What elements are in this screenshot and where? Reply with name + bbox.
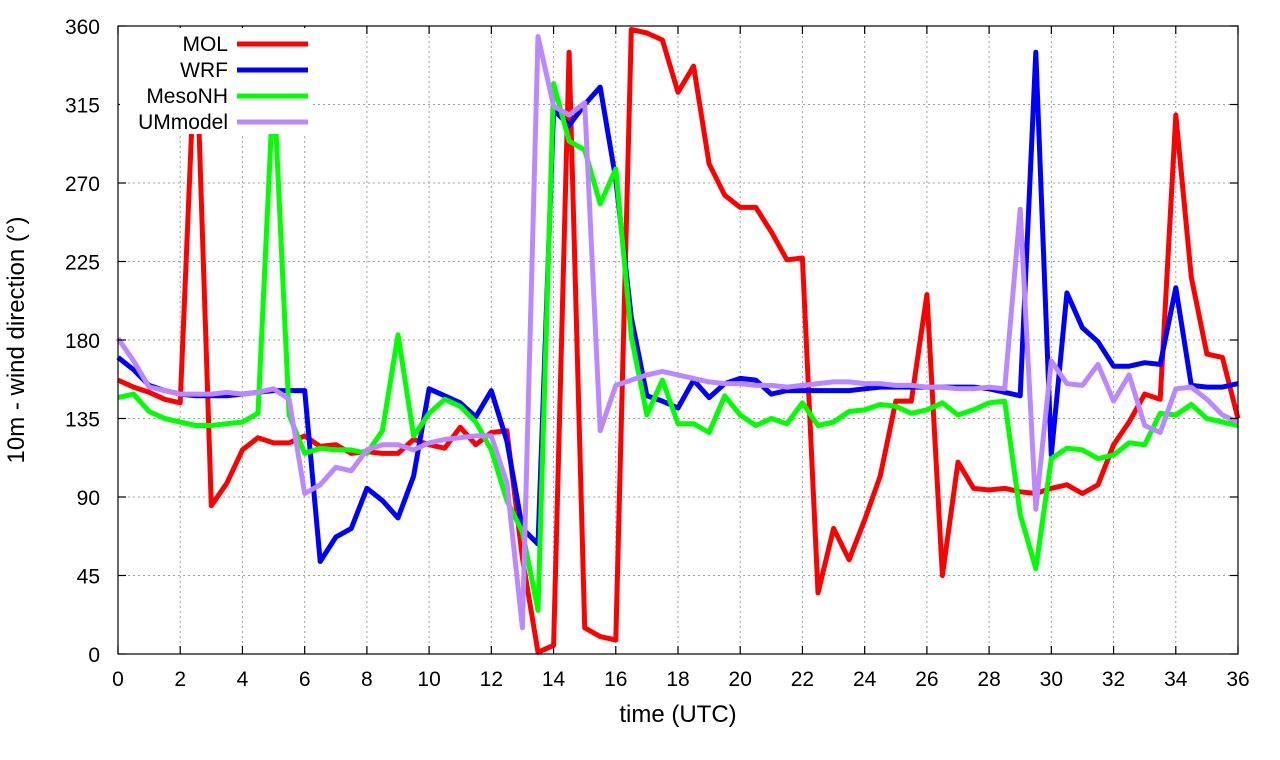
x-tick-label: 14 — [542, 668, 566, 691]
y-tick-label: 315 — [65, 95, 100, 118]
y-tick-label: 180 — [65, 330, 100, 353]
x-tick-label: 30 — [1040, 668, 1063, 691]
x-tick-label: 34 — [1164, 668, 1188, 691]
x-tick-label: 32 — [1102, 668, 1125, 691]
y-tick-label: 45 — [77, 566, 100, 589]
x-tick-label: 22 — [791, 668, 814, 691]
legend-label-ummodel: UMmodel — [138, 111, 228, 134]
x-tick-label: 10 — [417, 668, 440, 691]
x-tick-label: 2 — [174, 668, 186, 691]
series-line-wrf — [116, 49, 1239, 564]
series-layer — [115, 27, 1241, 655]
x-tick-label: 12 — [480, 668, 503, 691]
y-tick-label: 0 — [88, 644, 100, 667]
x-tick-label: 6 — [299, 668, 311, 691]
series-line-mesonh — [117, 77, 1239, 613]
y-tick-label: 360 — [65, 16, 100, 39]
ticks: 0 2 4 6 8 10 12 14 16 18 20 22 24 26 28 30 32 34 360459013… — [65, 16, 1250, 691]
x-tick-label: 4 — [237, 668, 249, 691]
series-line-ummodel — [115, 34, 1240, 631]
legend-label-mol: MOL — [182, 33, 228, 56]
x-tick-label: 8 — [361, 668, 373, 691]
y-tick-label: 135 — [65, 409, 100, 432]
x-tick-label: 16 — [604, 668, 627, 691]
x-axis-label: time (UTC) — [619, 701, 736, 728]
x-tick-label: 18 — [666, 668, 689, 691]
x-tick-label: 24 — [853, 668, 877, 691]
y-tick-label: 225 — [65, 252, 100, 275]
legend-label-wrf: WRF — [180, 59, 228, 82]
y-axis-label: 10m - wind direction (°) — [3, 216, 30, 463]
x-tick-label: 26 — [915, 668, 938, 691]
legend-label-mesonh: MesoNH — [146, 85, 228, 108]
legend: MOL WRF MesoNH UMmodel — [120, 28, 312, 134]
series-line-mol — [116, 27, 1241, 655]
y-tick-label: 90 — [77, 487, 100, 510]
x-tick-label: 28 — [977, 668, 1000, 691]
x-tick-label: 20 — [729, 668, 752, 691]
x-tick-label: 0 — [112, 668, 124, 691]
y-tick-label: 270 — [65, 173, 100, 196]
x-tick-label: 36 — [1226, 668, 1249, 691]
